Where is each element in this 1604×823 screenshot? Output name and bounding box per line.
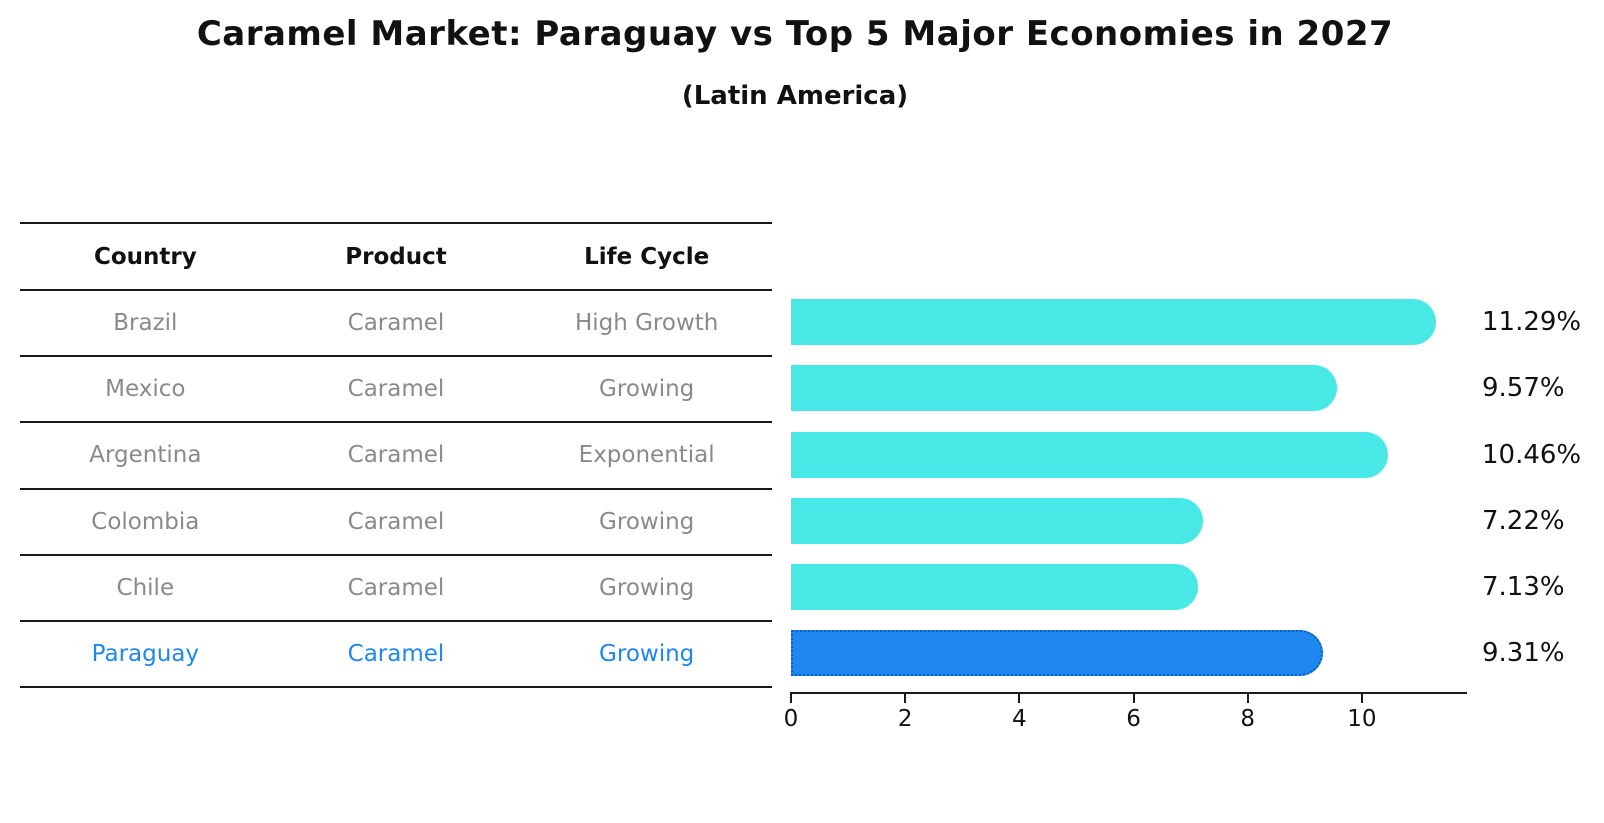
bar-value-label: 9.57% <box>1482 373 1565 404</box>
bar-value-label: 10.46% <box>1482 439 1582 470</box>
x-axis-tick <box>1360 694 1363 703</box>
x-axis-tick <box>904 694 907 703</box>
header-cell-country: Country <box>93 243 197 270</box>
header-cell-life-cycle: Life Cycle <box>584 243 710 270</box>
cell-life-cycle: Growing <box>599 508 695 535</box>
x-axis-tick-label: 6 <box>1126 706 1141 732</box>
x-axis-tick-label: 2 <box>897 706 913 732</box>
bar-value-label: 11.29% <box>1482 307 1582 338</box>
table-row: Colombia Caramel Growing <box>20 490 772 556</box>
x-axis-tick <box>1246 694 1249 703</box>
x-axis-tick <box>790 694 792 703</box>
cell-life-cycle: High Growth <box>574 310 719 337</box>
x-axis-tick <box>1018 694 1021 703</box>
bar-paraguay <box>791 630 1323 677</box>
x-axis-tick-label: 10 <box>1347 706 1377 732</box>
cell-country: Paraguay <box>91 641 200 668</box>
data-table: Country Product Life Cycle Brazil Caramel… <box>20 222 772 689</box>
cell-product: Caramel <box>347 376 445 403</box>
bar-mexico <box>791 365 1338 412</box>
cell-life-cycle: Exponential <box>578 442 715 469</box>
chart-subtitle: (Latin America) <box>681 81 909 111</box>
cell-product: Caramel <box>347 574 445 601</box>
cell-life-cycle: Growing <box>599 641 695 668</box>
bar-chile <box>791 563 1199 610</box>
x-axis-tick-label: 4 <box>1012 706 1027 732</box>
cell-product: Caramel <box>347 442 445 469</box>
table-row: Argentina Caramel Exponential <box>20 423 772 490</box>
table-row: Brazil Caramel High Growth <box>20 291 772 358</box>
cell-product: Caramel <box>347 641 445 668</box>
cell-product: Caramel <box>347 310 445 337</box>
table-row: Mexico Caramel Growing <box>20 357 772 424</box>
cell-country: Colombia <box>91 508 200 535</box>
header-cell-product: Product <box>345 243 447 270</box>
cell-product: Caramel <box>347 508 445 535</box>
cell-life-cycle: Growing <box>599 574 695 601</box>
cell-country: Mexico <box>105 376 186 403</box>
x-axis-line <box>790 692 1467 694</box>
x-axis-tick-label: 0 <box>783 706 799 732</box>
cell-country: Argentina <box>89 442 202 469</box>
x-axis-tick <box>1132 694 1135 703</box>
bar-argentina <box>791 431 1389 478</box>
cell-country: Brazil <box>113 310 178 337</box>
bar-value-label: 7.13% <box>1482 571 1565 602</box>
chart-title: Caramel Market: Paraguay vs Top 5 Major … <box>196 14 1394 54</box>
cell-life-cycle: Growing <box>599 376 695 403</box>
bar-value-label: 9.31% <box>1482 638 1565 669</box>
table-header-row: Country Product Life Cycle <box>20 224 772 291</box>
bar-value-label: 7.22% <box>1482 505 1565 536</box>
bar-colombia <box>791 497 1204 544</box>
x-axis-tick-label: 8 <box>1240 706 1256 732</box>
table-row: Chile Caramel Growing <box>20 556 772 622</box>
cell-country: Chile <box>116 574 175 601</box>
bar-brazil <box>791 299 1436 346</box>
table-row: Paraguay Caramel Growing <box>20 622 772 689</box>
